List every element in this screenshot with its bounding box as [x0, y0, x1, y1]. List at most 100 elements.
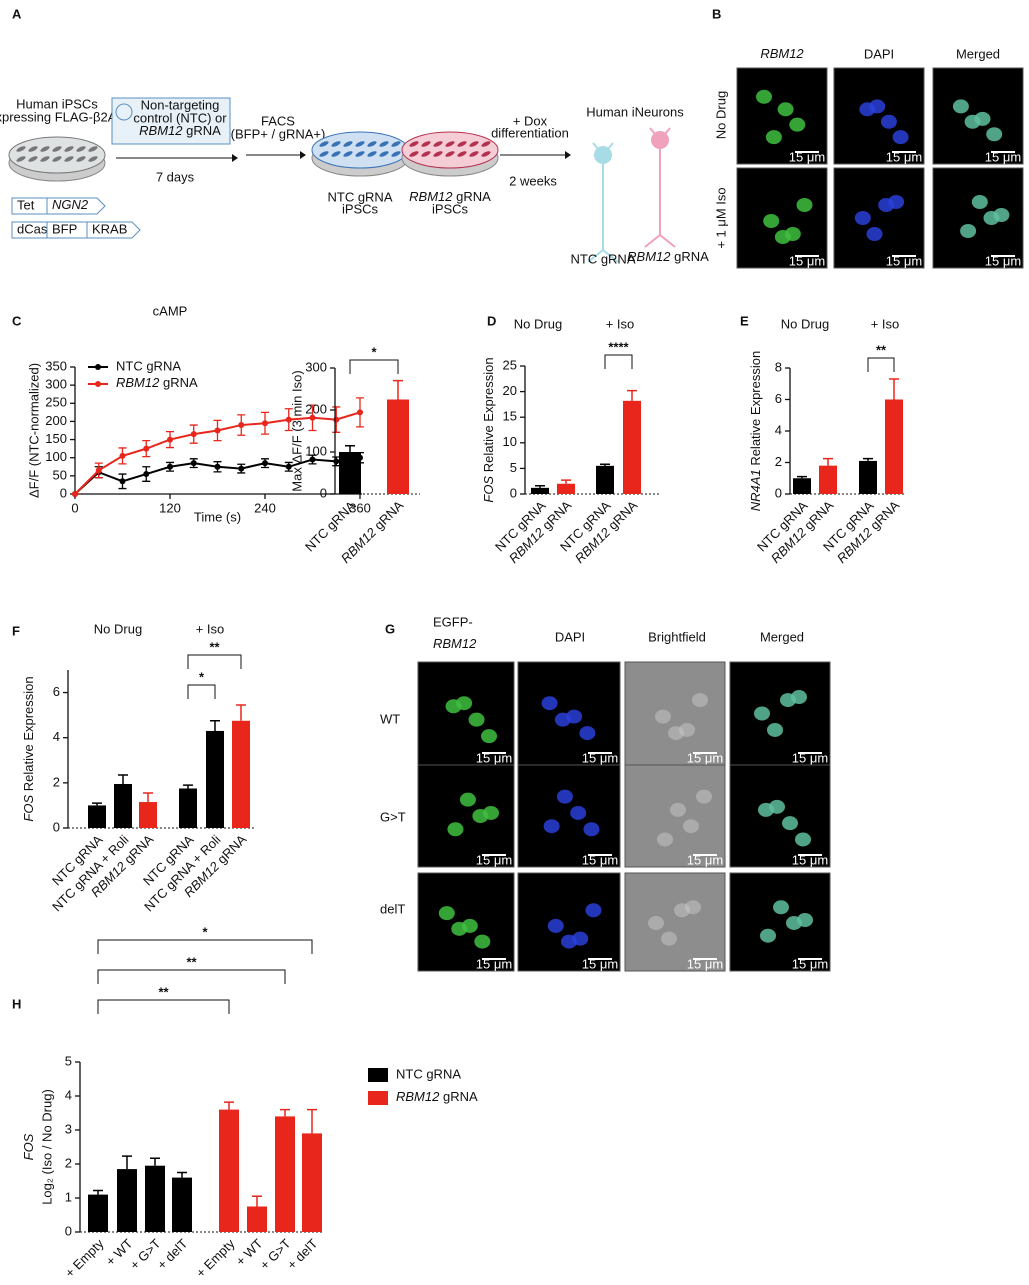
nucleus	[866, 227, 883, 241]
bar	[232, 720, 250, 828]
x-tick-label: + G>T	[127, 1236, 164, 1273]
legend-swatch	[95, 364, 101, 370]
nucleus	[661, 931, 677, 946]
legend-swatch	[368, 1091, 388, 1105]
y-axis-label: FOS	[21, 1133, 36, 1160]
nucleus	[570, 805, 587, 820]
panel-label: G	[385, 621, 395, 636]
cell	[391, 141, 401, 147]
error-bar	[561, 479, 571, 484]
nucleus	[543, 819, 560, 834]
nucleus	[657, 832, 673, 847]
y-tick-label: 6	[53, 684, 60, 699]
gene-name: RBM12	[760, 46, 804, 61]
cell	[64, 146, 74, 152]
y-tick-label: 10	[503, 434, 517, 449]
x-tick-label: 120	[159, 500, 181, 515]
legend-swatch	[95, 381, 101, 387]
significance-bracket	[349, 359, 399, 374]
y-tick-label: 25	[503, 357, 517, 372]
gene-name: RBM12	[627, 249, 671, 264]
diagram-text: RBM12 gRNA	[627, 249, 709, 264]
x-tick-label: + delT	[154, 1236, 190, 1272]
text-rest: Relative Expression	[21, 676, 36, 795]
nucleus	[679, 722, 695, 737]
nucleus	[777, 102, 794, 117]
nucleus	[888, 195, 905, 209]
scale-label: 15 μm	[687, 956, 723, 971]
chart-title: cAMP	[153, 303, 188, 318]
cell	[409, 141, 419, 147]
y-tick-label: 100	[45, 449, 67, 464]
x-tick-label: + G>T	[257, 1236, 294, 1273]
scale-label: 15 μm	[789, 149, 825, 164]
box	[111, 97, 231, 145]
nucleus	[869, 99, 886, 114]
bar	[88, 805, 106, 828]
text-rest: gRNA	[183, 123, 222, 138]
text-rest: gRNA	[369, 498, 407, 536]
nucleus	[566, 709, 583, 724]
error-bar	[252, 1195, 262, 1207]
nucleus	[974, 111, 991, 126]
gene-name: FOS	[21, 795, 36, 822]
micrograph	[624, 661, 726, 766]
panel-label: F	[12, 623, 20, 638]
error-bar	[210, 720, 220, 731]
y-tick-label: 1	[65, 1189, 72, 1204]
nucleus	[796, 198, 813, 212]
nucleus	[971, 195, 988, 209]
nucleus	[765, 130, 782, 145]
panel-label: D	[487, 313, 496, 328]
cell	[481, 141, 491, 147]
nucleus	[986, 127, 1003, 142]
dish	[8, 136, 106, 174]
bar	[339, 452, 361, 494]
y-axis-label: FOS Relative Expression	[21, 676, 36, 821]
x-tick-label: + Empty	[193, 1236, 238, 1280]
nucleus	[541, 696, 558, 711]
column-header: Merged	[760, 629, 804, 644]
cell	[40, 156, 50, 162]
text-rest: gRNA	[603, 498, 641, 536]
error-bar	[236, 704, 246, 721]
arrowhead	[565, 151, 571, 159]
diagram-text: BFP	[52, 221, 77, 236]
nucleus	[456, 696, 473, 711]
error-bar	[600, 463, 610, 466]
significance-bracket	[97, 969, 286, 984]
nucleus	[579, 726, 596, 741]
scale-label: 15 μm	[687, 750, 723, 765]
series-line	[74, 456, 361, 495]
cell	[409, 151, 419, 157]
dish	[311, 131, 409, 169]
y-tick-label: 300	[45, 377, 67, 392]
nucleus	[670, 802, 686, 817]
y-tick-label: 200	[45, 413, 67, 428]
nucleus	[782, 816, 798, 831]
y-tick-label: 0	[60, 485, 67, 500]
nucleus	[481, 729, 498, 744]
cell	[355, 141, 365, 147]
y-axis-label: Max ΔF/F (3 min Iso)	[289, 370, 304, 491]
scale-label: 15 μm	[582, 852, 618, 867]
nucleus	[459, 792, 476, 807]
nucleus	[447, 822, 464, 837]
cell	[355, 151, 365, 157]
y-tick-label: 4	[53, 729, 60, 744]
error-bar	[150, 1157, 160, 1166]
error-bar	[889, 378, 899, 400]
arrowhead	[300, 151, 306, 159]
column-header: RBM12	[760, 46, 804, 61]
bar	[275, 1116, 295, 1232]
group-label: + Iso	[196, 621, 225, 636]
diagram-text: Human iNeurons	[586, 104, 684, 119]
scale-label: 15 μm	[476, 956, 512, 971]
gene-name: RBM12	[396, 1089, 440, 1104]
nucleus	[756, 89, 772, 104]
nucleus	[572, 931, 589, 946]
error-bar	[118, 774, 128, 784]
text-rest: gRNA	[671, 249, 710, 264]
cell	[457, 151, 467, 157]
error-bar	[393, 379, 403, 400]
